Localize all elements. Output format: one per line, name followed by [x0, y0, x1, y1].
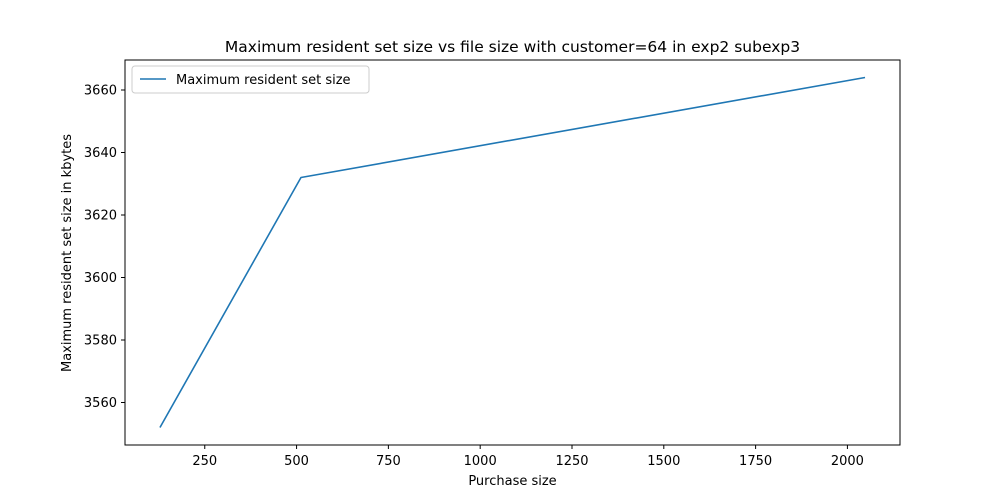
- x-tick-label: 1750: [739, 454, 772, 469]
- y-tick-label: 3660: [84, 84, 117, 99]
- legend-label: Maximum resident set size: [176, 73, 351, 88]
- y-tick-label: 3620: [84, 209, 117, 224]
- x-tick-label: 750: [376, 454, 401, 469]
- y-tick-label: 3580: [84, 334, 117, 349]
- x-tick-label: 250: [192, 454, 217, 469]
- x-axis: 250 500 750 1000 1250 1500 1750 2000: [192, 445, 864, 469]
- series-layer: [159, 76, 866, 428]
- legend-box: [131, 65, 370, 94]
- x-tick-label: 1500: [647, 454, 680, 469]
- chart-title: Maximum resident set size vs file size w…: [225, 38, 800, 56]
- x-axis-label: Purchase size: [468, 474, 556, 489]
- y-axis-label: Maximum resident set size in kbytes: [60, 134, 75, 372]
- axes-frame: [124, 59, 901, 446]
- y-tick-label: 3640: [84, 146, 117, 161]
- x-tick-label: 2000: [831, 454, 864, 469]
- y-axis: 3560 3580 3600 3620 3640 3660: [84, 84, 125, 411]
- series-line: [159, 76, 866, 428]
- x-tick-label: 1000: [464, 454, 497, 469]
- plot-area: 250 500 750 1000 1250 1500 1750 2000 3560 3580 36…: [84, 59, 901, 469]
- y-tick-label: 3560: [84, 396, 117, 411]
- x-tick-label: 500: [284, 454, 309, 469]
- y-tick-label: 3600: [84, 271, 117, 286]
- legend: Maximum resident set size: [131, 65, 370, 94]
- x-tick-label: 1250: [555, 454, 588, 469]
